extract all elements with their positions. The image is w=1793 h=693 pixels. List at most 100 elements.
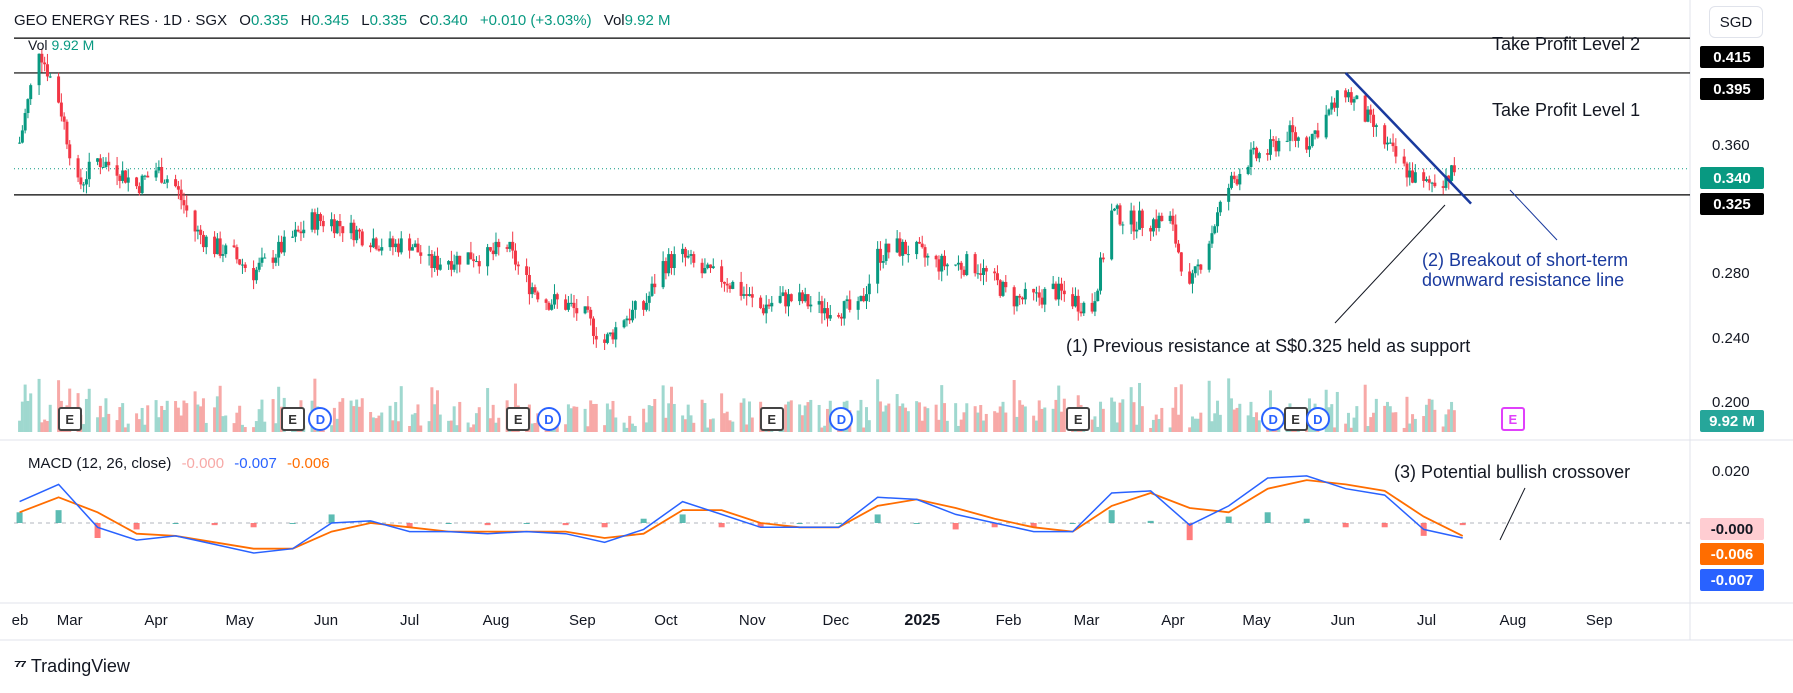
time-axis-label: Jul <box>400 612 420 629</box>
candle-body <box>767 304 771 307</box>
candle-body <box>750 294 754 298</box>
dividend-event-marker[interactable]: D <box>829 407 854 431</box>
volume-bar <box>126 423 130 432</box>
candle-body <box>1101 257 1105 260</box>
candle-body <box>669 254 673 269</box>
candle-body <box>505 247 509 249</box>
candle-body <box>1257 153 1261 159</box>
earnings-event-marker[interactable]: E <box>1500 407 1525 431</box>
candle-body <box>1271 139 1275 141</box>
candle-body <box>176 186 180 190</box>
volume-bar <box>313 378 317 432</box>
candle-body <box>998 280 1002 296</box>
earnings-event-marker[interactable]: E <box>1066 407 1091 431</box>
tradingview-logo[interactable]: ⁷⁷ TradingView <box>14 656 130 676</box>
symbol-info[interactable]: GEO ENERGY RES · 1D · SGX <box>14 12 228 29</box>
volume-bar <box>165 400 169 432</box>
volume-bar <box>419 425 423 432</box>
volume-bar <box>1110 397 1114 432</box>
price-tag-volume: 9.92 M <box>1700 410 1764 432</box>
macd-histogram-bar <box>874 514 881 523</box>
candle-body <box>48 76 52 78</box>
volume-bar <box>745 424 749 432</box>
candle-body <box>993 271 997 274</box>
candle-body <box>1444 175 1448 188</box>
macd-line-value: -0.007 <box>234 455 277 472</box>
volume-bar <box>399 386 403 432</box>
candle-body <box>1229 175 1233 188</box>
candle-body <box>1073 295 1077 307</box>
volume-bar <box>789 400 793 432</box>
candle-body <box>474 261 478 263</box>
currency-button[interactable]: SGD <box>1709 6 1763 38</box>
candle-body <box>917 241 921 244</box>
volume-bar <box>859 399 863 432</box>
candle-body <box>511 241 515 251</box>
volume-bar <box>575 406 579 432</box>
candle-body <box>1216 212 1220 227</box>
volume-bar <box>96 417 100 432</box>
dividend-event-marker[interactable]: D <box>1305 407 1330 431</box>
macd-legend[interactable]: MACD (12, 26, close) -0.000 -0.007 -0.00… <box>28 455 330 472</box>
volume-bar <box>594 403 598 432</box>
volume-bar <box>196 404 200 432</box>
candle-body <box>1079 311 1083 314</box>
earnings-event-marker[interactable]: E <box>759 407 784 431</box>
candle-body <box>653 283 657 288</box>
candle-body <box>720 266 724 282</box>
volume-bar <box>1210 421 1214 432</box>
volume-bar <box>48 404 52 432</box>
volume-bar <box>1054 399 1058 432</box>
volume-bar <box>123 427 127 432</box>
macd-title: MACD (12, 26, close) <box>28 455 172 472</box>
volume-legend[interactable]: Vol 9.92 M <box>28 37 95 53</box>
volume-bar <box>371 417 375 432</box>
candle-body <box>104 161 108 168</box>
time-axis-label: Jul <box>1416 612 1437 629</box>
volume-bar <box>338 401 342 432</box>
volume-bar <box>391 420 395 432</box>
volume-bar <box>380 412 384 432</box>
volume-bar <box>943 403 947 432</box>
volume-bar <box>940 385 944 432</box>
candle-body <box>458 255 462 265</box>
volume-bar <box>998 406 1002 432</box>
macd-histogram-bar <box>1147 520 1154 523</box>
candle-body <box>589 309 593 319</box>
candle-body <box>876 248 880 284</box>
price-tick: 0.200 <box>1712 394 1750 411</box>
candle-body <box>118 175 122 181</box>
volume-bar <box>650 406 654 432</box>
candle-body <box>1151 219 1155 232</box>
time-axis-label: Oct <box>654 612 678 629</box>
dividend-event-marker[interactable]: D <box>536 407 561 431</box>
earnings-event-marker[interactable]: E <box>1283 407 1308 431</box>
volume-bar <box>1255 412 1259 432</box>
candle-body <box>708 264 712 269</box>
candle-body <box>1452 165 1456 173</box>
volume-bar <box>455 425 459 432</box>
volume-bar <box>530 423 534 432</box>
volume-bar <box>1346 412 1350 432</box>
earnings-event-marker[interactable]: E <box>57 407 82 431</box>
dividend-event-marker[interactable]: D <box>308 407 333 431</box>
earnings-event-marker[interactable]: E <box>280 407 305 431</box>
volume-bar <box>1199 412 1203 432</box>
candle-body <box>1355 95 1359 100</box>
volume-bar <box>452 406 456 432</box>
volume-bar <box>1383 405 1387 432</box>
volume-bar <box>1372 412 1376 432</box>
candle-body <box>416 243 420 253</box>
annotation-arrow <box>1334 204 1446 324</box>
volume-bar <box>335 418 339 432</box>
volume-bar <box>1402 427 1406 432</box>
time-axis-label: Aug <box>1499 612 1527 629</box>
macd-histogram-bar <box>250 523 257 528</box>
volume-bar <box>572 406 576 432</box>
time-axis-label: Nov <box>738 612 766 629</box>
volume-bar <box>174 401 178 432</box>
earnings-event-marker[interactable]: E <box>506 407 531 431</box>
macd-histogram-bar <box>1264 512 1271 523</box>
candle-body <box>1366 109 1370 122</box>
